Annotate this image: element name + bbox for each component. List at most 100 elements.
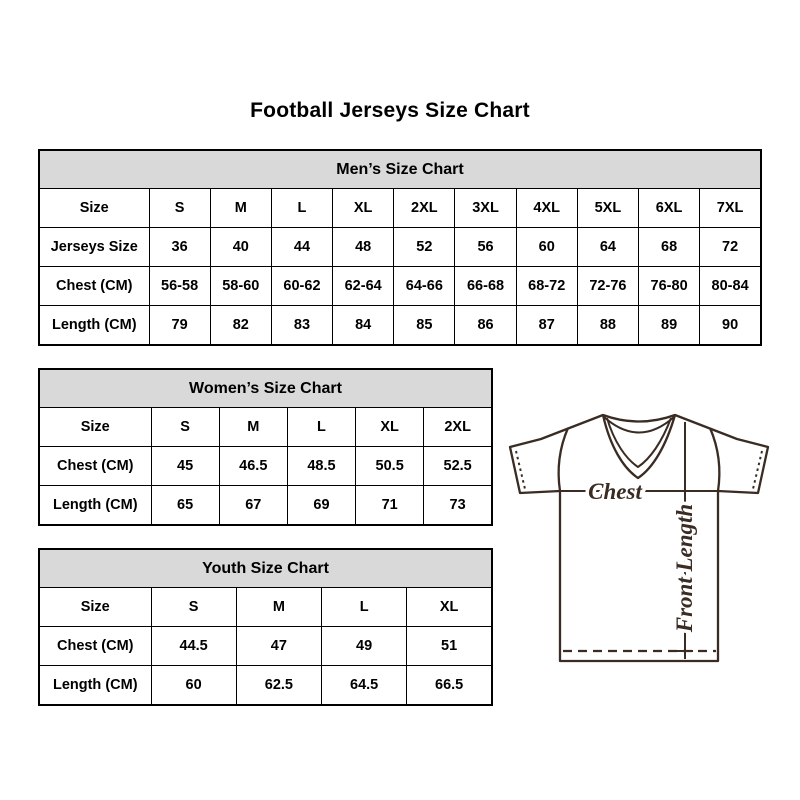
womens-cell: 50.5	[355, 446, 425, 486]
mens-row-0: Size S M L XL 2XL 3XL 4XL 5XL 6XL 7XL	[38, 188, 762, 228]
womens-row-2: Length (CM) 65 67 69 71 73	[38, 485, 493, 526]
mens-cell: 83	[270, 305, 334, 346]
mens-row-2: Chest (CM) 56-58 58-60 60-62 62-64 64-66 66-68…	[38, 266, 762, 306]
mens-cell: L	[270, 188, 334, 228]
chest-label: Chest	[588, 479, 642, 504]
right-armhole-seam	[708, 427, 721, 492]
youth-cell: M	[235, 587, 323, 627]
mens-cell: 64	[576, 227, 640, 267]
jersey-measurement-diagram: Chest Front Length	[508, 413, 770, 663]
mens-cell: S	[148, 188, 211, 228]
mens-cell: 66-68	[454, 266, 517, 306]
mens-cell: 76-80	[637, 266, 701, 306]
womens-cell: 71	[355, 485, 425, 526]
left-armhole-seam	[557, 427, 570, 492]
jersey-outline-shape	[508, 413, 770, 663]
mens-cell: 72	[699, 227, 762, 267]
womens-cell: 2XL	[423, 407, 493, 447]
mens-cell: 86	[454, 305, 517, 346]
womens-size-table: Women’s Size Chart Size S M L XL 2XL Chest (CM)…	[38, 368, 493, 526]
right-sleeve-stitch-line	[752, 450, 763, 490]
mens-cell: 6XL	[637, 188, 701, 228]
womens-cell: 45	[150, 446, 220, 486]
youth-row-label: Chest (CM)	[38, 626, 152, 666]
youth-size-table: Youth Size Chart Size S M L XL Chest (CM) 44.5 4…	[38, 548, 493, 706]
womens-cell: 48.5	[286, 446, 357, 486]
mens-row-label: Jerseys Size	[38, 227, 150, 267]
page-title: Football Jerseys Size Chart	[250, 99, 530, 122]
womens-row-label: Length (CM)	[38, 485, 152, 526]
womens-cell: 46.5	[218, 446, 288, 486]
youth-cell: 47	[235, 626, 323, 666]
womens-cell: 73	[423, 485, 493, 526]
womens-cell: S	[150, 407, 220, 447]
womens-row-0: Size S M L XL 2XL	[38, 407, 493, 447]
youth-cell: L	[320, 587, 408, 627]
mens-cell: XL	[332, 188, 395, 228]
mens-cell: 79	[148, 305, 211, 346]
youth-cell: 66.5	[406, 665, 493, 706]
youth-cell: 64.5	[320, 665, 408, 706]
mens-cell: 2XL	[393, 188, 456, 228]
mens-cell: 72-76	[576, 266, 640, 306]
womens-cell: 69	[286, 485, 357, 526]
youth-cell: 51	[406, 626, 493, 666]
mens-cell: 68	[637, 227, 701, 267]
mens-cell: 5XL	[576, 188, 640, 228]
mens-cell: 64-66	[393, 266, 456, 306]
youth-row-0: Size S M L XL	[38, 587, 493, 627]
womens-row-label: Chest (CM)	[38, 446, 152, 486]
vneck-inner-line	[606, 417, 672, 468]
mens-row-label: Size	[38, 188, 150, 228]
youth-cell: XL	[406, 587, 493, 627]
mens-cell: 68-72	[515, 266, 578, 306]
mens-table-title: Men’s Size Chart	[38, 149, 762, 189]
youth-cell: 62.5	[235, 665, 323, 706]
womens-header-row: Women’s Size Chart	[38, 368, 493, 408]
womens-cell: M	[218, 407, 288, 447]
mens-cell: 56	[454, 227, 517, 267]
youth-row-1: Chest (CM) 44.5 47 49 51	[38, 626, 493, 666]
mens-cell: 80-84	[699, 266, 762, 306]
mens-row-label: Length (CM)	[38, 305, 150, 346]
mens-cell: 87	[515, 305, 578, 346]
mens-cell: 3XL	[454, 188, 517, 228]
mens-row-label: Chest (CM)	[38, 266, 150, 306]
mens-cell: 40	[209, 227, 272, 267]
youth-row-2: Length (CM) 60 62.5 64.5 66.5	[38, 665, 493, 706]
youth-table-title: Youth Size Chart	[38, 548, 493, 588]
mens-cell: 58-60	[209, 266, 272, 306]
mens-cell: 90	[699, 305, 762, 346]
mens-cell: 4XL	[515, 188, 578, 228]
mens-cell: 56-58	[148, 266, 211, 306]
youth-row-label: Size	[38, 587, 152, 627]
mens-cell: 52	[393, 227, 456, 267]
youth-row-label: Length (CM)	[38, 665, 152, 706]
youth-cell: 60	[150, 665, 237, 706]
front-length-label: Front Length	[672, 504, 697, 633]
vneck-outer-line	[601, 414, 677, 480]
mens-row-3: Length (CM) 79 82 83 84 85 86 87 88 89 90	[38, 305, 762, 346]
youth-cell: 49	[320, 626, 408, 666]
mens-cell: 7XL	[699, 188, 762, 228]
womens-cell: 65	[150, 485, 220, 526]
mens-cell: 44	[270, 227, 334, 267]
mens-cell: 89	[637, 305, 701, 346]
womens-row-label: Size	[38, 407, 152, 447]
womens-cell: L	[286, 407, 357, 447]
mens-cell: 84	[332, 305, 395, 346]
womens-table-title: Women’s Size Chart	[38, 368, 493, 408]
mens-cell: M	[209, 188, 272, 228]
youth-cell: 44.5	[150, 626, 237, 666]
mens-cell: 60-62	[270, 266, 334, 306]
womens-row-1: Chest (CM) 45 46.5 48.5 50.5 52.5	[38, 446, 493, 486]
womens-cell: XL	[355, 407, 425, 447]
youth-cell: S	[150, 587, 237, 627]
mens-cell: 88	[576, 305, 640, 346]
mens-cell: 62-64	[332, 266, 395, 306]
mens-cell: 36	[148, 227, 211, 267]
mens-cell: 60	[515, 227, 578, 267]
left-sleeve-stitch-line	[515, 450, 526, 490]
womens-cell: 52.5	[423, 446, 493, 486]
